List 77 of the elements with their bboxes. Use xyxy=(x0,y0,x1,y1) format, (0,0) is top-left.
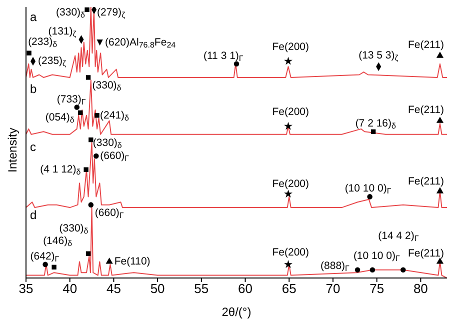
point xyxy=(370,129,376,134)
annotation: (330)$_{δ}$ xyxy=(92,136,122,150)
x-tick-label: 40 xyxy=(62,281,78,296)
x-tick-label: 65 xyxy=(282,281,296,296)
point xyxy=(284,260,292,268)
point xyxy=(86,251,91,256)
annotation: Fe(110) xyxy=(114,256,150,268)
annotation: (241)$_{δ}$ xyxy=(100,109,130,123)
point xyxy=(436,187,444,194)
point xyxy=(94,113,100,118)
point xyxy=(92,7,97,14)
annotation: (10 10 0)$_{Γ}$ xyxy=(353,250,400,264)
annotation: (131)$_{ζ}$ xyxy=(48,26,77,39)
point xyxy=(284,122,292,130)
annotation: (330)$_{δ}$ xyxy=(59,222,89,236)
annotation: (330)$_{δ}$ xyxy=(56,6,86,20)
annotation: (054)$_{δ}$ xyxy=(45,112,75,125)
point xyxy=(26,50,32,56)
annotation: (642)$_{Γ}$ xyxy=(30,250,60,264)
annotation: Fe(211) xyxy=(408,175,444,188)
annotation: ▼(620)Al$_{76.8}$Fe$_{24}$ xyxy=(94,36,176,50)
point xyxy=(354,267,360,273)
x-tick-label: 55 xyxy=(194,281,209,296)
annotation: Fe(211) xyxy=(408,104,444,116)
annotation: a xyxy=(30,10,37,24)
point xyxy=(84,7,90,12)
point xyxy=(367,194,372,200)
y-axis-title: Intensity xyxy=(5,128,20,172)
annotation: Fe(200) xyxy=(272,178,310,190)
point xyxy=(400,267,406,273)
annotation: (660)$_{Γ}$ xyxy=(94,206,124,220)
annotation: b xyxy=(30,82,37,96)
annotation: (733)$_{Γ}$ xyxy=(56,93,86,107)
annotation: Fe(211) xyxy=(408,248,444,260)
annotation: (7 2 16)$_{δ}$ xyxy=(355,118,397,131)
x-tick-label: 50 xyxy=(150,281,165,296)
annotation: (13 5 3)$_{ζ}$ xyxy=(358,50,399,63)
annotation: (235)$_{ζ}$ xyxy=(38,55,67,68)
annotation: Fe(200) xyxy=(272,106,310,118)
point xyxy=(436,52,444,58)
point xyxy=(106,258,113,264)
point xyxy=(86,75,91,80)
annotation: (11 3 1)$_{Γ}$ xyxy=(204,50,244,64)
annotation: Fe(211) xyxy=(408,38,444,51)
annotation: (146)$_{δ}$ xyxy=(43,235,73,248)
point xyxy=(52,264,56,270)
point xyxy=(284,190,292,198)
point xyxy=(84,167,88,172)
annotation: c xyxy=(30,140,36,154)
annotation: Fe(200) xyxy=(272,246,310,258)
point xyxy=(74,104,80,110)
annotation: (888)$_{Γ}$ xyxy=(320,260,350,274)
x-tick-label: 35 xyxy=(18,281,34,296)
annotation: (660)$_{Γ}$ xyxy=(100,150,130,164)
annotation: d xyxy=(30,208,37,222)
annotation: (330)$_{δ}$ xyxy=(92,79,122,93)
point xyxy=(94,153,99,159)
x-tick-label: 60 xyxy=(238,281,253,296)
x-tick-label: 80 xyxy=(413,281,428,296)
x-tick-label: 45 xyxy=(106,281,121,296)
annotation: (10 10 0)$_{Γ}$ xyxy=(344,182,392,196)
point xyxy=(234,61,240,67)
annotation: (14 4 2)$_{Γ}$ xyxy=(378,230,420,244)
point xyxy=(88,202,94,208)
point xyxy=(78,110,83,116)
x-axis-title: 2θ/(°) xyxy=(222,305,252,319)
point xyxy=(436,116,444,123)
point xyxy=(284,56,292,65)
annotation: Fe(200) xyxy=(272,41,310,54)
annotation: (4 1 12)$_{δ}$ xyxy=(40,164,82,177)
x-tick-label: 70 xyxy=(326,281,340,296)
annotation: (279)$_{ζ}$ xyxy=(97,6,126,20)
point xyxy=(370,267,376,273)
point xyxy=(42,262,48,268)
x-tick-label: 75 xyxy=(370,281,384,296)
point xyxy=(88,137,94,142)
annotation: (233)$_{δ}$ xyxy=(28,36,58,50)
